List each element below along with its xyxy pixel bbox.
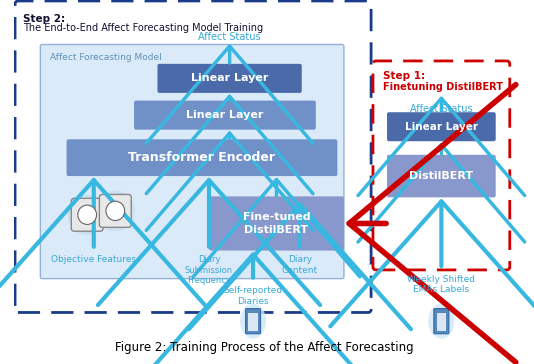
Text: The End-to-End Affect Forecasting Model Training: The End-to-End Affect Forecasting Model … — [23, 23, 264, 33]
FancyBboxPatch shape — [387, 112, 496, 141]
Text: Affect Status: Affect Status — [410, 104, 473, 115]
Text: Diary
Content: Diary Content — [282, 256, 318, 275]
FancyBboxPatch shape — [134, 100, 316, 130]
Text: Linear Layer: Linear Layer — [186, 110, 264, 120]
Bar — [83, 225, 92, 231]
FancyBboxPatch shape — [67, 139, 337, 176]
Bar — [83, 198, 92, 204]
Text: Linear Layer: Linear Layer — [191, 74, 268, 83]
Circle shape — [106, 201, 124, 221]
FancyBboxPatch shape — [434, 309, 449, 334]
Ellipse shape — [428, 304, 454, 339]
Text: Affect Status: Affect Status — [198, 32, 261, 42]
Text: Step 2:: Step 2: — [23, 13, 66, 24]
FancyBboxPatch shape — [209, 197, 344, 250]
FancyBboxPatch shape — [41, 44, 344, 278]
FancyBboxPatch shape — [387, 155, 496, 197]
FancyBboxPatch shape — [99, 194, 131, 228]
Text: Affect Forecasting Model: Affect Forecasting Model — [50, 53, 161, 62]
FancyBboxPatch shape — [246, 309, 261, 334]
Ellipse shape — [240, 304, 266, 339]
Text: Finetuning DistilBERT: Finetuning DistilBERT — [383, 82, 503, 92]
Text: Diary
Submission
Frequency: Diary Submission Frequency — [185, 256, 233, 285]
Text: Fine-tuned
DistilBERT: Fine-tuned DistilBERT — [242, 212, 310, 235]
Ellipse shape — [96, 191, 135, 231]
Bar — [437, 313, 446, 331]
Text: DistilBERT: DistilBERT — [409, 171, 474, 181]
Text: Transformer Encoder: Transformer Encoder — [128, 151, 275, 164]
Text: Figure 2: Training Process of the Affect Forecasting: Figure 2: Training Process of the Affect… — [115, 341, 414, 353]
Bar — [111, 222, 120, 228]
FancyBboxPatch shape — [71, 198, 103, 231]
Text: Objective Features: Objective Features — [51, 256, 136, 264]
Ellipse shape — [67, 194, 107, 235]
Text: Linear Layer: Linear Layer — [405, 122, 478, 132]
FancyBboxPatch shape — [158, 64, 302, 93]
Circle shape — [78, 205, 97, 225]
Text: Self-reported
Diaries: Self-reported Diaries — [224, 286, 282, 306]
Bar — [248, 313, 258, 331]
Bar — [111, 194, 120, 200]
Text: Weekly Shifted
EMAs Labels: Weekly Shifted EMAs Labels — [407, 275, 475, 294]
Text: Step 1:: Step 1: — [383, 71, 426, 80]
